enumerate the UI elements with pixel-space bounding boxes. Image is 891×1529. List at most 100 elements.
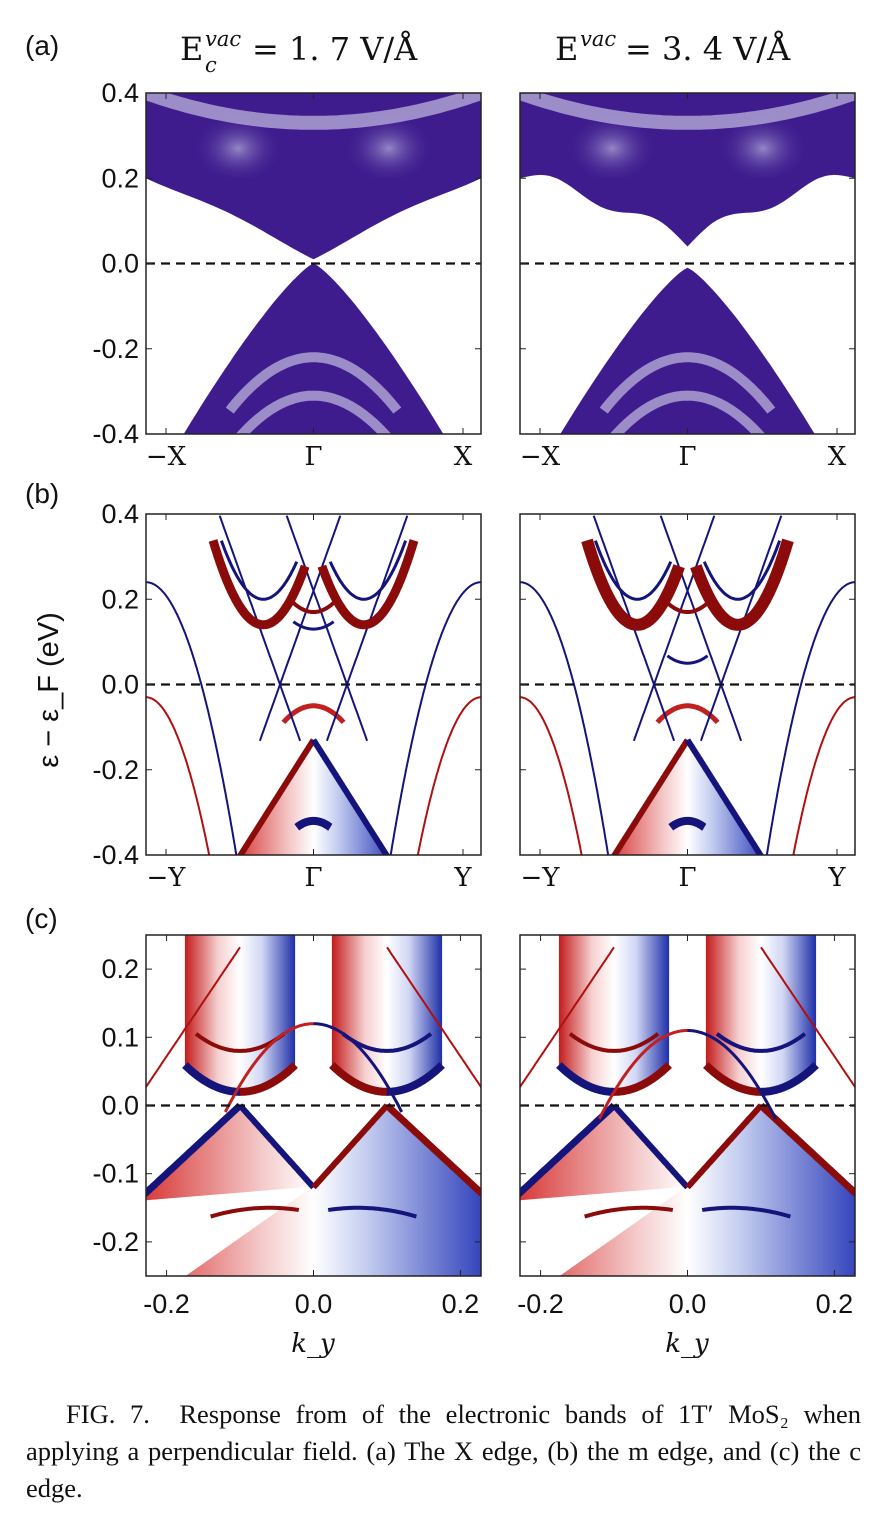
conduction-subband xyxy=(660,596,715,614)
y-tick-label: 0.0 xyxy=(101,249,139,279)
valence-edge xyxy=(384,1102,481,1198)
x-tick-label: -0.2 xyxy=(517,1289,564,1319)
column-title-right: E vac = 3. 4 V/Å xyxy=(555,27,791,68)
y-tick-label: 0.2 xyxy=(101,584,139,614)
valence-wedge xyxy=(612,739,763,855)
edge-arc xyxy=(313,1022,404,1113)
plot-area xyxy=(146,514,481,855)
conduction-cone xyxy=(558,935,670,1092)
plot-area xyxy=(520,935,855,1276)
x-tick-label: 0.0 xyxy=(669,1289,707,1319)
surface-band xyxy=(520,93,855,130)
valence-wedge xyxy=(238,739,389,855)
edge-arc xyxy=(597,1029,688,1120)
y-tick-label: -0.2 xyxy=(92,755,139,785)
edge-state-blue xyxy=(389,581,481,855)
x-tick-label: X xyxy=(828,442,847,472)
valence-edge xyxy=(311,1103,390,1190)
edge-state xyxy=(760,946,855,1089)
conduction-edge xyxy=(556,1062,614,1096)
conduction-band-blue xyxy=(702,540,782,601)
title-base: E xyxy=(180,30,203,68)
y-tick-label: 0.2 xyxy=(101,163,139,193)
valence-edge xyxy=(684,738,764,855)
subband-highlight xyxy=(235,390,392,434)
x-tick-label: X xyxy=(454,442,473,472)
subband-highlight xyxy=(609,390,766,434)
title-sup: vac xyxy=(580,27,616,51)
valence-subband xyxy=(655,703,720,725)
valence-subband xyxy=(668,816,707,831)
edge-state xyxy=(386,946,481,1089)
valence-subband xyxy=(294,816,333,831)
panel-b-right: −Y Γ Y xyxy=(519,513,856,893)
surface-band xyxy=(146,93,481,130)
dirac-branch xyxy=(285,515,369,742)
panel-c-right: -0.2 0.0 0.2 xyxy=(517,934,856,1319)
y-tick-label: -0.4 xyxy=(92,840,139,870)
panel-a-left: 0.4 0.2 0.0 -0.2 -0.4−X Γ X xyxy=(92,78,482,472)
spectral-highlight xyxy=(717,113,808,184)
spectral-highlight xyxy=(343,113,434,184)
title-base: E xyxy=(555,30,578,68)
x-tick-label: Γ xyxy=(304,442,322,472)
subband-highlight xyxy=(599,352,776,414)
edge-state xyxy=(146,946,241,1089)
conduction-band-blue xyxy=(328,540,408,601)
dirac-branch xyxy=(632,515,716,742)
panel-label-b: (b) xyxy=(25,478,59,509)
dirac-branch xyxy=(659,515,743,742)
conduction-edge xyxy=(614,1062,672,1096)
conduction-subband xyxy=(666,654,709,665)
x-tick-label: -0.2 xyxy=(143,1289,190,1319)
conduction-edge xyxy=(329,1062,387,1096)
edge-state-blue xyxy=(520,581,610,855)
panel-b-left: 0.4 0.2 0.0 -0.2 -0.4 −Y Γ Y xyxy=(92,499,482,893)
conduction-subband xyxy=(194,1032,286,1053)
conduction-edge xyxy=(387,1062,445,1096)
y-tick-label: -0.2 xyxy=(92,334,139,364)
subband-highlight xyxy=(225,352,402,414)
valence-edge xyxy=(310,738,390,855)
panel-a-right: −X Γ X xyxy=(519,92,856,472)
y-tick-label: 0.4 xyxy=(101,78,139,108)
edge-state-red xyxy=(146,696,211,855)
x-tick-label: 0.2 xyxy=(816,1289,854,1319)
x-tick-label: −X xyxy=(146,442,187,472)
x-tick-label: Γ xyxy=(678,863,696,893)
conduction-cone xyxy=(184,935,296,1092)
column-title-left: E vac c = 1. 7 V/Å xyxy=(180,27,418,77)
y-tick-label: 0.2 xyxy=(101,954,139,984)
valence-edge xyxy=(237,1103,316,1190)
conduction-subband xyxy=(568,1032,660,1053)
title-value: = 1. 7 V/Å xyxy=(252,30,418,68)
x-tick-label: −X xyxy=(520,442,561,472)
title-sub: c xyxy=(205,53,217,77)
valence-edge xyxy=(520,1102,617,1198)
x-tick-label: −Y xyxy=(521,863,561,893)
conduction-band-blue xyxy=(219,540,299,601)
y-tick-label: -0.2 xyxy=(92,1227,139,1257)
conduction-cone xyxy=(705,935,817,1092)
edge-state-blue xyxy=(765,581,855,855)
conduction-band-blue xyxy=(593,540,673,601)
edge-state-red xyxy=(520,696,583,855)
figure: (a) (b) (c) E vac c = 1. 7 V/Å E vac = 3… xyxy=(25,27,856,1359)
caption-prefix: FIG. 7. xyxy=(66,1399,150,1429)
conduction-edge xyxy=(182,1062,240,1096)
conduction-subband xyxy=(715,1032,807,1053)
x-tick-label: 0.2 xyxy=(442,1289,480,1319)
x-tick-label: −Y xyxy=(147,863,187,893)
plot-area xyxy=(520,93,855,434)
edge-state-red xyxy=(792,696,855,855)
conduction-subband xyxy=(286,596,341,614)
dirac-branch xyxy=(258,515,342,742)
valence-edge xyxy=(146,1102,243,1198)
valence-region xyxy=(520,1106,855,1276)
valence-edge xyxy=(685,1103,764,1190)
y-tick-label: 0.4 xyxy=(101,499,139,529)
valence-edge xyxy=(758,1102,855,1198)
figure-caption: FIG. 7. Response from of the electronic … xyxy=(26,1396,861,1507)
valence-edge xyxy=(611,1103,690,1190)
spectral-highlight xyxy=(567,113,658,184)
